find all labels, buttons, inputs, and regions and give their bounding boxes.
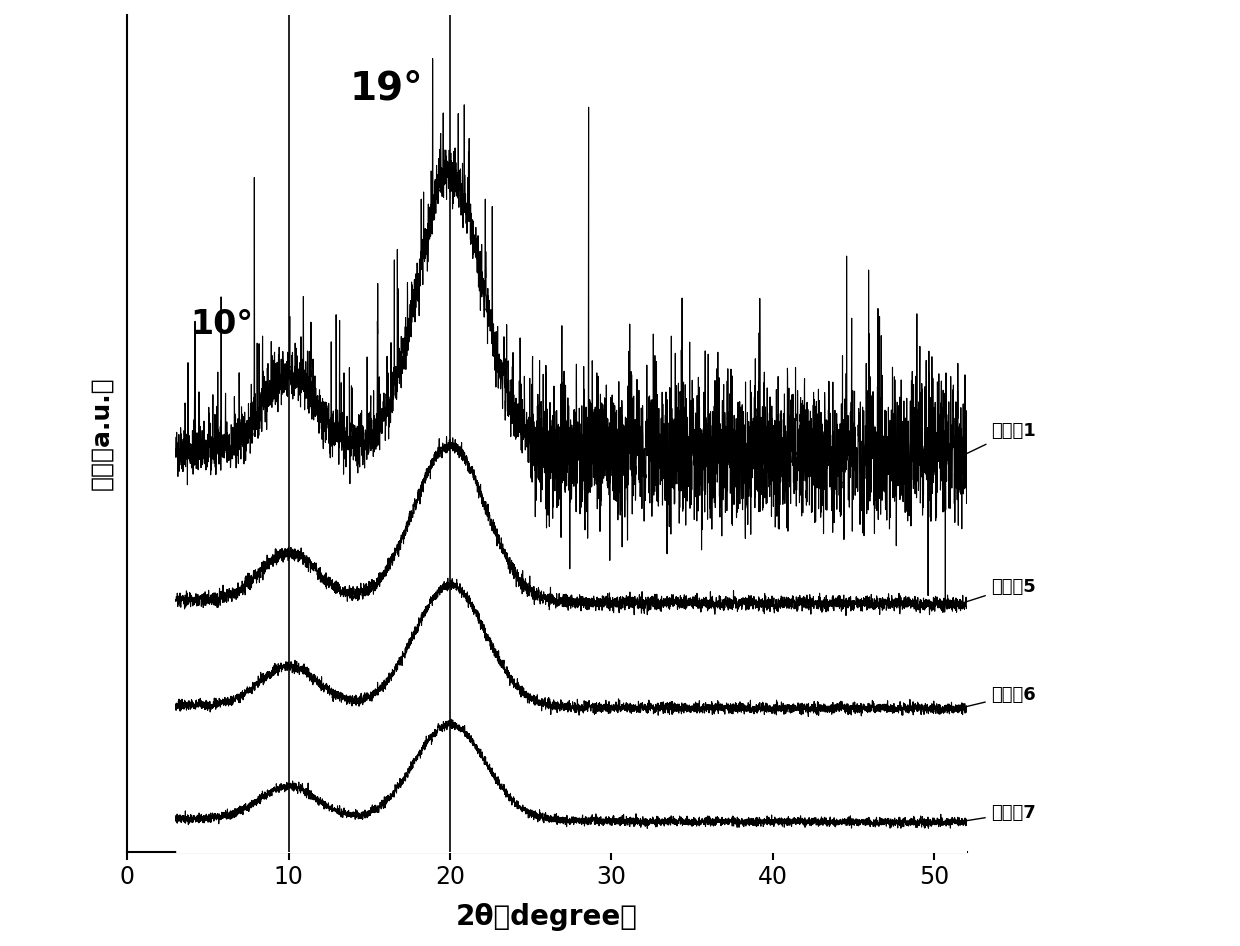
Text: 实施例7: 实施例7 (961, 804, 1035, 822)
Y-axis label: 强度（a.u.）: 强度（a.u.） (89, 377, 113, 490)
Text: 10°: 10° (190, 308, 253, 342)
Text: 实施例5: 实施例5 (961, 578, 1035, 604)
X-axis label: 2θ（degree）: 2θ（degree） (456, 903, 637, 931)
Text: 19°: 19° (350, 69, 423, 107)
Text: 对比例1: 对比例1 (961, 422, 1035, 456)
Text: 实施例6: 实施例6 (961, 687, 1035, 708)
